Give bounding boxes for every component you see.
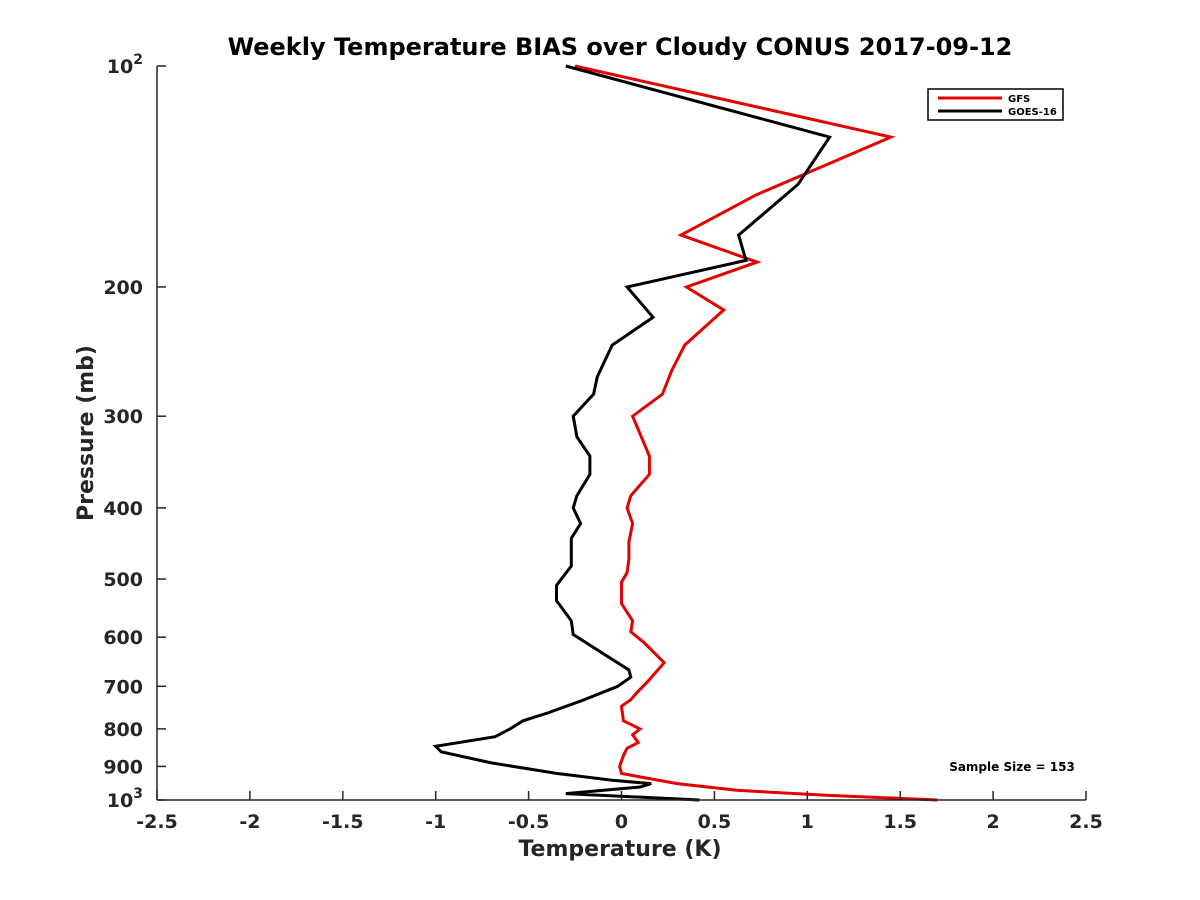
legend-box bbox=[927, 88, 1064, 121]
x-tick-label: 2 bbox=[986, 811, 999, 833]
y-tick-label: 700 bbox=[103, 676, 143, 698]
x-tick-label: 0.5 bbox=[698, 811, 732, 833]
y-tick-label: 300 bbox=[103, 406, 143, 428]
y-axis-label: Pressure (mb) bbox=[74, 345, 99, 521]
x-tick-label: 1 bbox=[801, 811, 814, 833]
y-tick-label: 800 bbox=[103, 719, 143, 741]
y-tick-label: 600 bbox=[103, 627, 143, 649]
x-tick-label: -2 bbox=[239, 811, 260, 833]
y-tick-label: 103 bbox=[107, 786, 143, 812]
y-tick-label: 500 bbox=[103, 569, 143, 591]
axes-layer: -2.5 -2 -1.5 -1 -0.5 0 0.5 1 1.5 2 2.5 102 200 300 400… bbox=[103, 52, 1103, 833]
legend-label-goes-16: GOES-16 bbox=[1008, 107, 1057, 118]
series-line-goes-16 bbox=[432, 64, 833, 802]
sample-size-annotation: Sample Size = 153 bbox=[949, 760, 1075, 774]
y-tick-label: 900 bbox=[103, 756, 143, 778]
x-tick-label: 2.5 bbox=[1069, 811, 1103, 833]
x-axis-label: Temperature (K) bbox=[518, 837, 721, 862]
legend-label-gfs: GFS bbox=[1008, 94, 1030, 105]
x-tick-label: -2.5 bbox=[136, 811, 178, 833]
y-tick-label: 400 bbox=[103, 498, 143, 520]
x-tick-label: 0 bbox=[615, 811, 628, 833]
x-tick-label: -1.5 bbox=[322, 811, 364, 833]
series-line-gfs bbox=[574, 64, 938, 802]
x-tick-label: -0.5 bbox=[508, 811, 550, 833]
series-layer bbox=[432, 64, 938, 802]
y-tick-label: 200 bbox=[103, 277, 143, 299]
x-tick-label: -1 bbox=[425, 811, 446, 833]
legend: GFS GOES-16 bbox=[927, 88, 1064, 121]
x-tick-label: 1.5 bbox=[883, 811, 917, 833]
chart-title: Weekly Temperature BIAS over Cloudy CONU… bbox=[228, 33, 1013, 61]
y-tick-label: 102 bbox=[107, 52, 143, 78]
